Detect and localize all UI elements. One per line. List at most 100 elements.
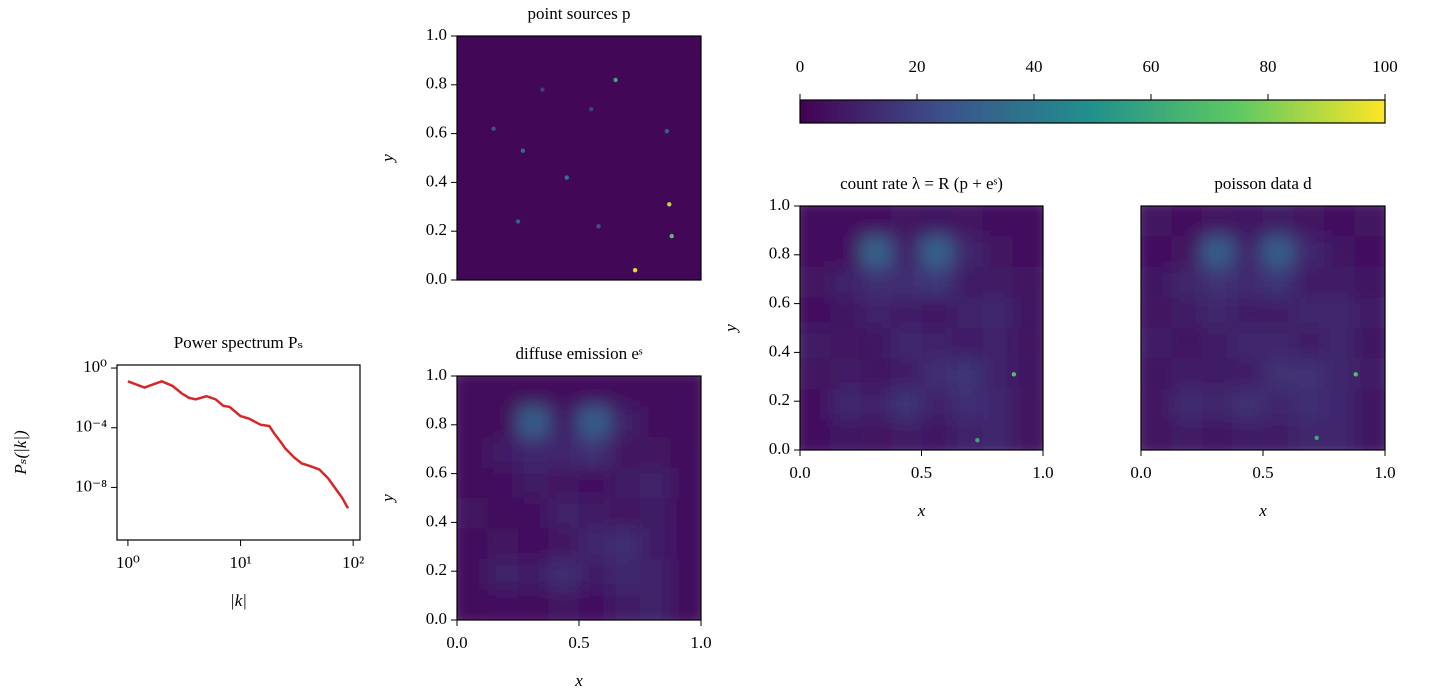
image-cell [487,467,519,499]
image-cell [609,589,641,620]
image-cell [1232,206,1264,237]
x-tick-label: 0.0 [1130,463,1151,482]
image-cell [670,559,701,590]
y-tick-label: 1.0 [426,365,447,384]
colorbar-tick-label: 100 [1372,57,1398,76]
image-cell [830,297,862,329]
image-cell [1202,267,1233,298]
image-cell [1232,267,1264,298]
x-tick-label: 0.0 [789,463,810,482]
image-cell [1263,267,1294,298]
image-cell [1012,236,1043,268]
image-cell [1324,297,1355,329]
image-cell [1171,206,1203,237]
image-cell [579,406,610,438]
image-cell [1324,389,1355,420]
y-tick-label: 0.2 [769,390,790,409]
image-cell [670,589,701,620]
image-cell [518,528,549,560]
image-cell [1324,236,1355,268]
image-cell [1141,236,1172,268]
image-cell [921,389,953,420]
image-cell [1263,236,1294,268]
colorbar [799,99,1386,124]
image-cell [1293,389,1325,420]
colorbar-tick-label: 20 [909,57,926,76]
image-cell [1141,328,1172,359]
y-tick-label: 0.2 [426,560,447,579]
image-cell [1232,297,1264,329]
image-cell [609,376,641,407]
image-cell [951,206,983,237]
image-cell [548,528,580,560]
image-cell [487,376,519,407]
image-cell [1012,206,1043,237]
y-tick-label: 0.6 [426,463,447,482]
x-tick-label: 0.5 [568,633,589,652]
image-cell [951,358,983,390]
image-cell [640,589,671,620]
image-cell [830,267,862,298]
image-cell [457,36,701,280]
y-tick-label: 10⁻⁸ [75,476,107,495]
image-cell [1012,419,1043,450]
image-cell [1354,419,1385,450]
image-cell [487,406,519,438]
image-cell [1171,389,1203,420]
image-cell [1263,358,1294,390]
image-cell [860,267,892,298]
image-cell [609,498,641,529]
x-axis-label: x [917,501,926,520]
image-cell [891,297,922,329]
image-cell [640,406,671,438]
image-cell [1354,206,1385,237]
image-cell [640,498,671,529]
image-cell [640,376,671,407]
image-cell [1171,297,1203,329]
image-cell [1141,419,1172,450]
image-cells [800,206,1043,450]
image-cell [1232,419,1264,450]
image-cell [951,389,983,420]
image-cell [1012,297,1043,329]
image-cell [1141,267,1172,298]
image-cell [1202,419,1233,450]
image-cell [800,297,831,329]
image-cell [891,419,922,450]
image-cell [982,267,1014,298]
image-cell [609,528,641,560]
image-cell [1202,328,1233,359]
spectrum-line [127,379,350,509]
image-cell [951,328,983,359]
image-cell [609,467,641,499]
image-cell [830,358,862,390]
image-cell [609,559,641,590]
image-cell [1354,236,1385,268]
point-source [667,202,672,207]
image-cell [579,589,610,620]
image-cell [1324,328,1355,359]
y-tick-label: 0.2 [426,220,447,239]
image-cell [1324,267,1355,298]
point-source [589,107,594,112]
image-cell [1202,206,1233,237]
colorbar-tick-label: 80 [1260,57,1277,76]
image-cell [579,498,610,529]
image-cell [1202,389,1233,420]
y-axis-label: y [378,154,397,164]
image-cell [487,498,519,529]
image-cell [1354,328,1385,359]
image-cell [1324,419,1355,450]
image-cell [830,419,862,450]
image-cell [548,406,580,438]
x-tick-label: 10⁰ [116,553,140,572]
point-source [975,438,980,443]
image-cell [982,419,1014,450]
point-source [1314,435,1319,440]
image-cell [860,358,892,390]
image-cell [670,528,701,560]
image-cell [800,236,831,268]
image-cell [921,328,953,359]
image-cell [860,297,892,329]
axes-frame [116,364,361,541]
